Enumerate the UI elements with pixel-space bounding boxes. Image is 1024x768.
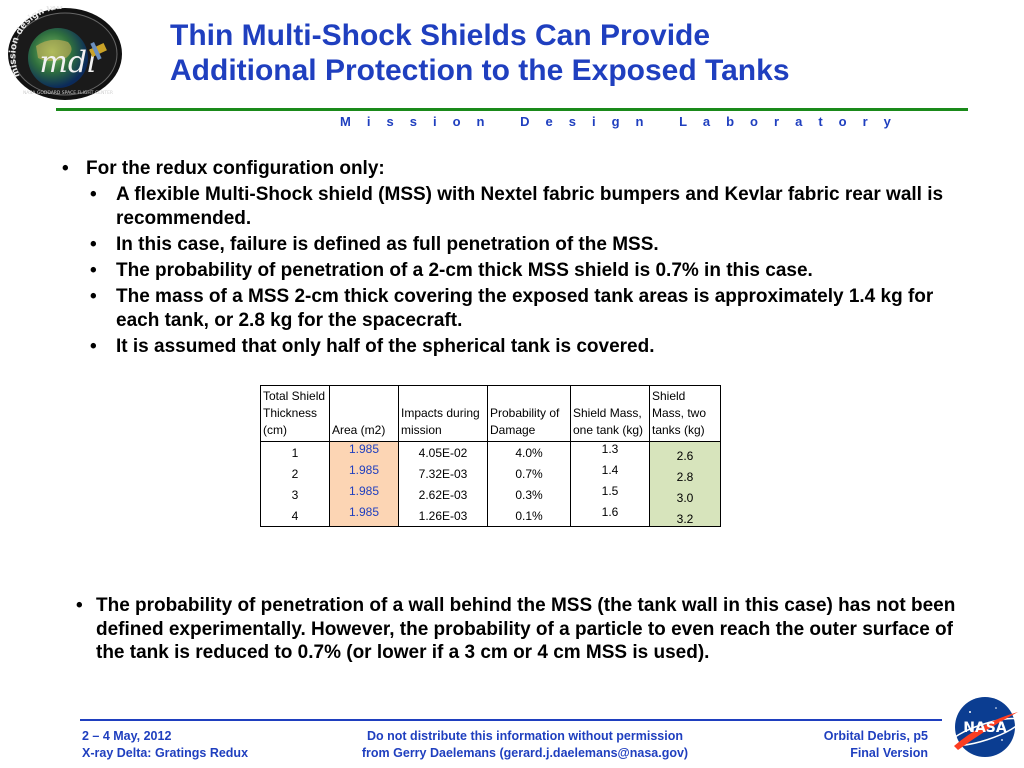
footer-center: Do not distribute this information witho… (290, 728, 760, 762)
shield-table: Total Shield Thickness (cm) Area (m2) Im… (260, 385, 721, 527)
title-line-2: Additional Protection to the Exposed Tan… (170, 54, 790, 87)
header-mass-two: Shield Mass, two tanks (kg) (649, 385, 721, 442)
table-row: 1 1.985 4.05E-02 4.0% 1.3 2.6 (260, 441, 721, 463)
cell-mass-one: 1.6 (570, 505, 650, 527)
sub-bullet-list: A flexible Multi-Shock shield (MSS) with… (60, 183, 980, 359)
mission-design-lab-logo: mdl mission design lab NASA GODDARD SPAC… (8, 6, 122, 100)
cell-mass-two: 2.6 (649, 441, 721, 463)
table-header-row: Total Shield Thickness (cm) Area (m2) Im… (260, 385, 721, 442)
cell-impacts: 7.32E-03 (398, 463, 488, 484)
sub-bullet: The mass of a MSS 2-cm thick covering th… (60, 285, 980, 333)
cell-mass-one: 1.5 (570, 484, 650, 505)
footer-distribution-note: Do not distribute this information witho… (367, 729, 683, 743)
bullet-main: For the redux configuration only: (60, 157, 980, 181)
header-probability: Probability of Damage (487, 385, 571, 442)
header-mass-one: Shield Mass, one tank (kg) (570, 385, 650, 442)
sub-bullet: The probability of penetration of a 2-cm… (60, 259, 980, 283)
cell-mass-two: 3.0 (649, 484, 721, 505)
logo-sub-text: NASA GODDARD SPACE FLIGHT CENTER (23, 90, 113, 96)
cell-mass-two: 2.8 (649, 463, 721, 484)
table-row: 3 1.985 2.62E-03 0.3% 1.5 3.0 (260, 484, 721, 505)
nasa-logo-text: NASA (963, 720, 1007, 736)
cell-mass-one: 1.4 (570, 463, 650, 484)
nasa-logo: NASA (949, 697, 1021, 757)
cell-probability: 0.7% (487, 463, 571, 484)
title-line-1: Thin Multi-Shock Shields Can Provide (170, 19, 711, 52)
cell-impacts: 4.05E-02 (398, 441, 488, 463)
footer-left: 2 – 4 May, 2012 X-ray Delta: Gratings Re… (82, 728, 248, 762)
cell-area: 1.985 (329, 505, 399, 527)
footer-page: Orbital Debris, p5 (823, 729, 928, 743)
footer-project: X-ray Delta: Gratings Redux (82, 746, 249, 760)
cell-probability: 0.1% (487, 505, 571, 527)
footer-version: Final Version (850, 746, 928, 760)
cell-impacts: 1.26E-03 (398, 505, 488, 527)
sub-bullet: It is assumed that only half of the sphe… (60, 335, 980, 359)
slide-title: Thin Multi-Shock Shields Can Provide Add… (170, 18, 990, 88)
header-thickness: Total Shield Thickness (cm) (260, 385, 330, 442)
cell-thickness: 2 (260, 463, 330, 484)
cell-thickness: 3 (260, 484, 330, 505)
footer-date: 2 – 4 May, 2012 (82, 729, 172, 743)
bottom-paragraph: The probability of penetration of a wall… (74, 594, 986, 665)
sub-bullet: In this case, failure is defined as full… (60, 233, 980, 257)
bullet-list: For the redux configuration only: A flex… (60, 157, 980, 361)
cell-thickness: 1 (260, 441, 330, 463)
footer-right: Orbital Debris, p5 Final Version (780, 728, 928, 762)
cell-area: 1.985 (329, 463, 399, 484)
cell-area: 1.985 (329, 484, 399, 505)
logo-text: mdl (39, 45, 96, 80)
cell-probability: 4.0% (487, 441, 571, 463)
cell-probability: 0.3% (487, 484, 571, 505)
header-divider (56, 108, 968, 111)
cell-mass-one: 1.3 (570, 441, 650, 463)
sub-bullet: A flexible Multi-Shock shield (MSS) with… (60, 183, 980, 231)
lab-name: M i s s i o n D e s i g n L a b o r a t … (340, 114, 898, 129)
footer-divider (80, 719, 942, 721)
cell-thickness: 4 (260, 505, 330, 527)
header-impacts: Impacts during mission (398, 385, 488, 442)
footer-contact: from Gerry Daelemans (gerard.j.daelemans… (361, 746, 689, 760)
table-row: 2 1.985 7.32E-03 0.7% 1.4 2.8 (260, 463, 721, 484)
table-row: 4 1.985 1.26E-03 0.1% 1.6 3.2 (260, 505, 721, 527)
cell-mass-two: 3.2 (649, 505, 721, 527)
header-area: Area (m2) (329, 385, 399, 442)
cell-area: 1.985 (329, 441, 399, 463)
cell-impacts: 2.62E-03 (398, 484, 488, 505)
